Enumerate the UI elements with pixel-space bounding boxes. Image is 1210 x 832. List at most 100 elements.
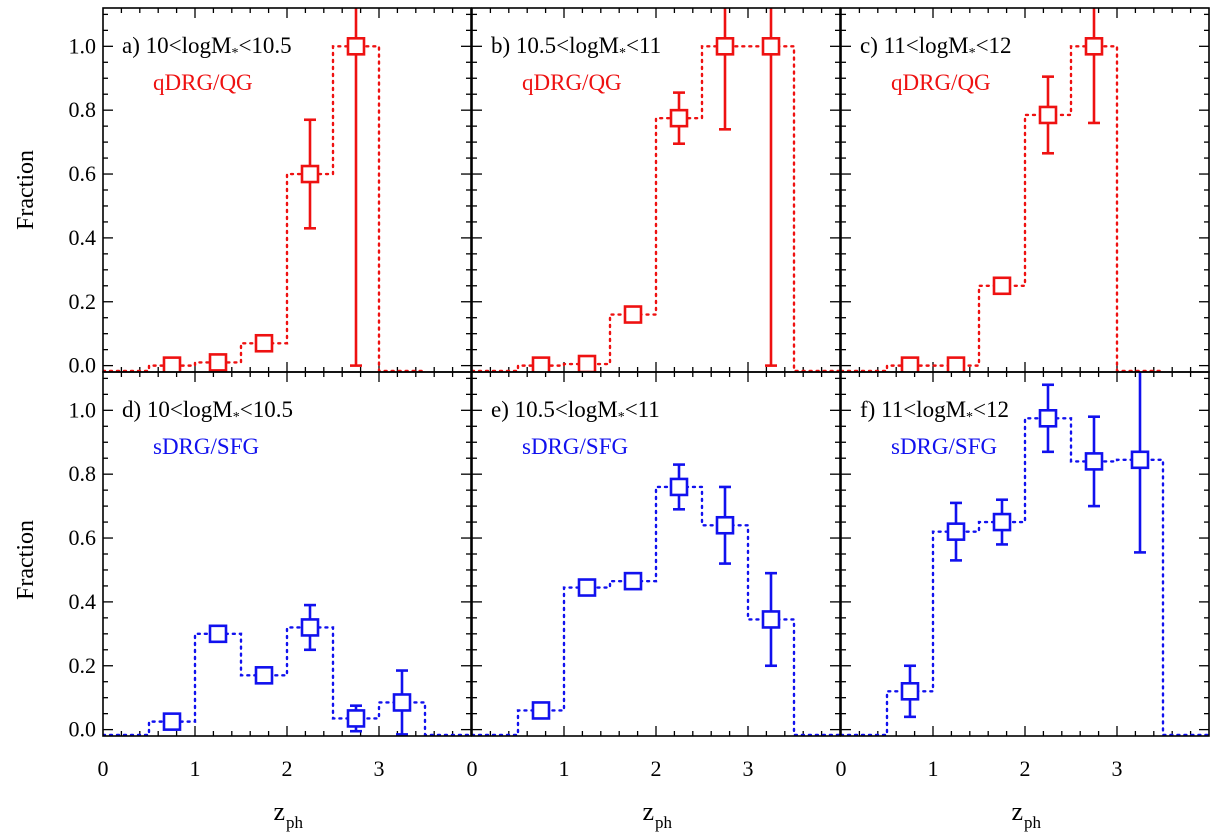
series-f <box>841 372 1209 736</box>
step-histogram <box>841 417 1209 736</box>
panel-label-suffix: <10.5 <box>240 397 293 422</box>
series-e <box>472 463 840 736</box>
x-tick-label: 2 <box>1020 756 1031 781</box>
sample-label: qDRG/QG <box>522 70 622 95</box>
sample-label: qDRG/QG <box>153 70 253 95</box>
panel-label-suffix: <11 <box>625 397 660 422</box>
data-point <box>761 37 781 56</box>
x-tick-label: 0 <box>98 756 109 781</box>
data-point <box>946 356 966 372</box>
data-point <box>761 610 781 629</box>
x-axis-label-main: z <box>273 797 285 826</box>
panel-label-prefix: f) 11<logM <box>860 397 966 422</box>
data-point <box>254 333 274 353</box>
data-point <box>946 522 966 541</box>
panel-label-prefix: a) 10<logM <box>122 33 231 58</box>
data-point <box>1084 37 1104 56</box>
x-tick-label: 1 <box>559 756 570 781</box>
y-axis-label-bottom: Fraction <box>13 520 39 600</box>
panel-b: b) 10.5<logM*<11 qDRG/QG <box>471 7 841 373</box>
panel-label-subscript: * <box>231 46 238 61</box>
data-point <box>992 276 1012 296</box>
data-point <box>346 37 366 56</box>
panel-label-subscript: * <box>619 46 626 61</box>
sample-label: sDRG/SFG <box>891 434 997 459</box>
panel-label-subscript: * <box>233 410 240 425</box>
panel-label: e) 10.5<logM*<11 <box>491 397 660 425</box>
y-tick-label: 0.4 <box>69 225 97 250</box>
series-d <box>103 603 471 736</box>
step-histogram <box>472 45 840 372</box>
data-point <box>715 515 735 535</box>
panel-frame <box>840 371 1210 737</box>
y-tick-label: 0.2 <box>69 289 97 314</box>
panel-label-suffix: <12 <box>973 397 1009 422</box>
data-point <box>392 693 412 712</box>
panel-label: d) 10<logM*<10.5 <box>122 397 293 425</box>
step-histogram <box>841 45 1165 372</box>
data-point <box>208 353 228 372</box>
data-point <box>300 164 320 184</box>
panel-label-prefix: d) 10<logM <box>122 397 233 422</box>
sample-label: sDRG/SFG <box>153 434 259 459</box>
x-axis-label-sub: ph <box>655 813 673 832</box>
data-point <box>900 356 920 372</box>
x-tick-label: 1 <box>190 756 201 781</box>
y-tick-label: 0.4 <box>69 589 97 614</box>
y-tick-label: 0.8 <box>69 461 97 486</box>
x-tick-label: 0 <box>467 756 478 781</box>
data-point <box>623 571 643 591</box>
panel-label: f) 11<logM*<12 <box>860 397 1009 425</box>
data-point <box>346 709 366 728</box>
step-histogram <box>103 45 427 372</box>
step-histogram <box>103 626 471 736</box>
x-axis-label-main: z <box>642 797 654 826</box>
data-point <box>900 681 920 701</box>
y-tick-label: 0.6 <box>69 525 97 550</box>
data-point <box>623 305 643 324</box>
series-b <box>472 8 840 372</box>
panel-frame <box>471 371 841 737</box>
panel-d: 0.0 0.2 0.4 0.6 0.8 1.0 0 1 2 3 d) 10<logM*<10.5 sD… <box>69 371 472 781</box>
data-point <box>1038 408 1058 428</box>
panel-frame <box>102 371 472 737</box>
panel-label-subscript: * <box>969 46 976 61</box>
x-axis-label-sub: ph <box>1024 813 1042 832</box>
series-c <box>841 8 1165 372</box>
x-tick-label: 3 <box>1112 756 1123 781</box>
panel-label: b) 10.5<logM*<11 <box>491 33 661 61</box>
data-point <box>1038 105 1058 125</box>
panel-label-prefix: b) 10.5<logM <box>491 33 619 58</box>
x-tick-label: 0 <box>836 756 847 781</box>
data-point <box>577 578 597 597</box>
panel-label-prefix: e) 10.5<logM <box>491 397 618 422</box>
x-tick-label: 3 <box>374 756 385 781</box>
y-axis-label-top: Fraction <box>13 150 39 230</box>
x-axis-label-1: z ph <box>273 797 303 832</box>
x-axis-label-3: z ph <box>1011 797 1041 832</box>
sample-label: sDRG/SFG <box>522 434 628 459</box>
panel-label: c) 11<logM*<12 <box>860 33 1012 61</box>
y-tick-label: 0.2 <box>69 653 97 678</box>
data-point <box>300 618 320 637</box>
x-tick-label: 2 <box>651 756 662 781</box>
data-point <box>669 108 689 128</box>
y-tick-label: 0.0 <box>69 353 97 378</box>
sample-label: qDRG/QG <box>891 70 991 95</box>
x-axis-label-2: z ph <box>642 797 672 832</box>
y-tick-label: 0.0 <box>69 717 97 742</box>
y-tick-label: 0.8 <box>69 97 97 122</box>
y-tick-label: 1.0 <box>69 33 97 58</box>
data-point <box>531 356 551 372</box>
panel-label-prefix: c) 11<logM <box>860 33 969 58</box>
data-point <box>1084 452 1104 471</box>
data-point <box>208 624 228 644</box>
x-tick-label: 2 <box>282 756 293 781</box>
panel-label: a) 10<logM*<10.5 <box>122 33 292 61</box>
data-point <box>1130 450 1150 470</box>
y-tick-label: 1.0 <box>69 397 97 422</box>
data-point <box>577 354 597 372</box>
x-tick-label: 1 <box>928 756 939 781</box>
panel-label-subscript: * <box>966 410 973 425</box>
data-point <box>531 701 551 720</box>
